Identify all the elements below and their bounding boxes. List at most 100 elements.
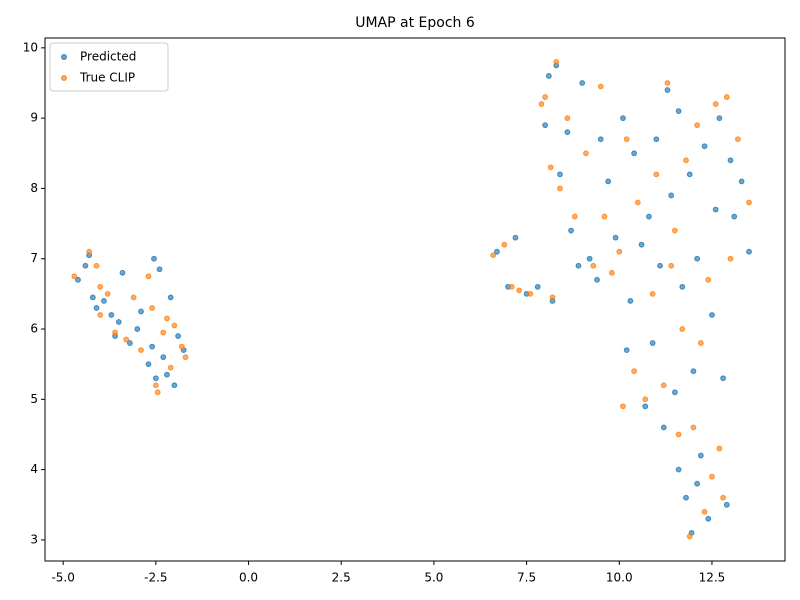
x-tick-label: 12.5 [699, 571, 726, 585]
chart-title: UMAP at Epoch 6 [355, 15, 475, 31]
point [597, 136, 604, 143]
point [690, 368, 697, 375]
point [547, 164, 554, 171]
point [557, 185, 563, 192]
point [668, 262, 675, 269]
point [115, 319, 122, 325]
point [167, 294, 174, 301]
point [508, 283, 515, 290]
point [97, 283, 104, 290]
y-tick-label: 3 [30, 532, 38, 546]
point [171, 382, 178, 389]
point [549, 294, 556, 301]
point [527, 290, 534, 297]
point [720, 375, 726, 382]
point [605, 178, 612, 185]
point [664, 80, 671, 86]
point [564, 115, 571, 122]
legend-label: True CLIP [79, 71, 135, 85]
point [627, 298, 634, 304]
point [101, 298, 107, 304]
point [679, 283, 686, 290]
point [642, 396, 649, 403]
x-tick-label: 5.0 [424, 571, 443, 585]
point [594, 276, 600, 283]
legend-marker [61, 75, 67, 81]
point [151, 255, 157, 262]
point [664, 87, 671, 93]
point [683, 494, 689, 501]
point [130, 294, 137, 301]
x-tick-label: 2.5 [332, 571, 351, 585]
y-tick-label: 4 [30, 462, 38, 476]
point [164, 315, 170, 322]
plot-frame [44, 37, 786, 562]
point [686, 171, 693, 178]
point [156, 266, 163, 273]
point [542, 94, 549, 100]
point [583, 150, 589, 157]
point [701, 508, 708, 515]
point [112, 329, 118, 336]
point [538, 101, 545, 107]
point [171, 322, 178, 329]
y-tick-label: 6 [30, 322, 38, 336]
point [668, 192, 675, 199]
point [575, 262, 582, 269]
point [126, 340, 133, 346]
x-tick-label: 7.5 [517, 571, 536, 585]
point [108, 312, 115, 318]
point [152, 382, 159, 389]
point [660, 382, 667, 389]
point [160, 354, 167, 361]
point [694, 122, 701, 129]
x-tick-label: -2.5 [144, 571, 167, 585]
point [720, 494, 726, 501]
point [93, 305, 100, 311]
point [638, 241, 645, 248]
point [149, 343, 156, 350]
y-tick-label: 7 [30, 251, 38, 265]
x-tick-label: -5.0 [51, 571, 74, 585]
point [178, 343, 185, 350]
point [735, 136, 741, 143]
point [716, 445, 723, 452]
point [675, 431, 682, 438]
point [149, 305, 156, 311]
point [82, 262, 89, 269]
point [697, 452, 704, 459]
point [542, 122, 549, 129]
point [634, 199, 641, 206]
point [123, 336, 130, 343]
point [89, 294, 96, 301]
point [746, 199, 752, 206]
point [694, 480, 701, 487]
point [675, 466, 682, 473]
point [620, 403, 626, 410]
point [649, 290, 656, 297]
point [579, 80, 586, 86]
point [631, 368, 638, 375]
point [649, 340, 656, 346]
point [182, 354, 189, 361]
y-tick-label: 9 [30, 111, 38, 125]
y-tick-label: 5 [30, 392, 38, 406]
point [723, 501, 730, 508]
point [75, 276, 81, 283]
point [671, 227, 678, 234]
point [671, 389, 678, 396]
point [709, 312, 715, 318]
point [104, 290, 111, 297]
point [723, 94, 730, 100]
point [738, 178, 745, 185]
point [71, 273, 78, 280]
x-tick-label: 0.0 [239, 571, 258, 585]
point [697, 340, 704, 346]
point [660, 424, 667, 431]
point [683, 157, 689, 164]
point [167, 364, 174, 371]
point [612, 234, 619, 241]
point [512, 234, 519, 241]
point [686, 533, 693, 540]
point [571, 213, 578, 220]
